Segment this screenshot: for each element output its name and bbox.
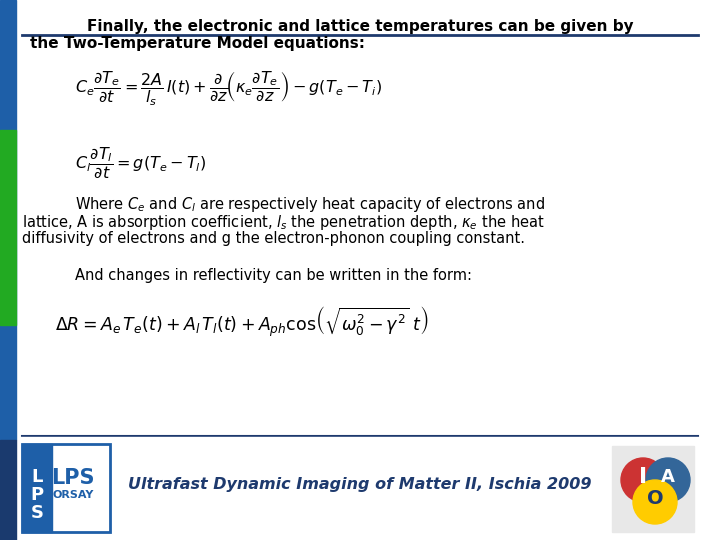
Text: lattice, A is absorption coefficient, $l_s$ the penetration depth, $\kappa_e$ th: lattice, A is absorption coefficient, $l… <box>22 213 544 232</box>
Text: ORSAY: ORSAY <box>53 490 94 500</box>
Text: L: L <box>31 468 42 486</box>
Text: $C_l \dfrac{\partial T_l}{\partial t} = g(T_e - T_l)$: $C_l \dfrac{\partial T_l}{\partial t} = … <box>75 145 207 180</box>
Bar <box>612 446 694 532</box>
Text: I: I <box>639 467 647 487</box>
Bar <box>0 440 16 540</box>
Text: A: A <box>661 468 675 486</box>
Text: Finally, the electronic and lattice temperatures can be given by: Finally, the electronic and lattice temp… <box>86 19 634 34</box>
Bar <box>0 0 16 440</box>
Text: P: P <box>30 486 44 504</box>
Text: Where $C_e$ and $C_l$ are respectively heat capacity of electrons and: Where $C_e$ and $C_l$ are respectively h… <box>75 195 545 214</box>
Text: S: S <box>30 504 43 522</box>
Text: O: O <box>647 489 663 509</box>
Bar <box>0 437 720 540</box>
Text: And changes in reflectivity can be written in the form:: And changes in reflectivity can be writt… <box>75 268 472 283</box>
Text: Ultrafast Dynamic Imaging of Matter II, Ischia 2009: Ultrafast Dynamic Imaging of Matter II, … <box>128 477 592 492</box>
Text: LPS: LPS <box>51 468 95 488</box>
Text: the Two-Temperature Model equations:: the Two-Temperature Model equations: <box>30 36 365 51</box>
Text: $\Delta R = A_e\,T_e(t) + A_l\,T_l(t) + A_{ph}\cos\!\left(\sqrt{\omega_0^2 - \ga: $\Delta R = A_e\,T_e(t) + A_l\,T_l(t) + … <box>55 305 428 339</box>
Bar <box>0 130 16 325</box>
Circle shape <box>621 458 665 502</box>
Circle shape <box>646 458 690 502</box>
Text: $C_e \dfrac{\partial T_e}{\partial t} = \dfrac{2A}{l_s}\,I(t) + \dfrac{\partial}: $C_e \dfrac{\partial T_e}{\partial t} = … <box>75 70 382 109</box>
FancyBboxPatch shape <box>22 444 110 532</box>
Bar <box>22 444 52 532</box>
Circle shape <box>633 480 677 524</box>
Text: diffusivity of electrons and g the electron-phonon coupling constant.: diffusivity of electrons and g the elect… <box>22 231 525 246</box>
